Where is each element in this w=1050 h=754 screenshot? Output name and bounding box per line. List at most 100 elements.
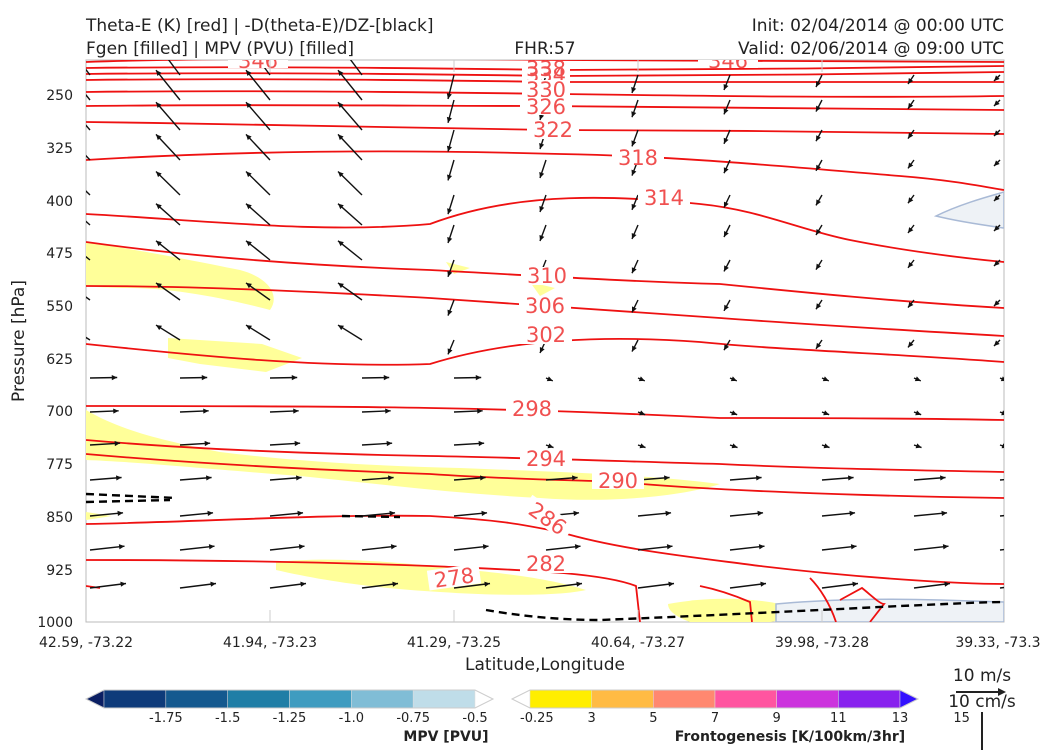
- wind-vector: [999, 586, 1004, 589]
- fgen-colorbar-cell: [838, 689, 901, 709]
- wind-vector: [349, 60, 363, 76]
- wind-vector-head: [1030, 582, 1036, 587]
- wind-vector: [361, 512, 396, 517]
- contour-label-314: 314: [644, 186, 684, 210]
- wind-vector-head: [447, 237, 453, 243]
- wind-ref-vertical-label: 10 cm/s: [948, 692, 1016, 712]
- wind-vector-head: [666, 544, 673, 550]
- wind-vector-head: [446, 116, 452, 123]
- wind-vector-head: [246, 203, 252, 210]
- wind-vector: [245, 171, 271, 196]
- wind-vector-head: [908, 162, 914, 169]
- contour-label-346a: 346: [238, 49, 278, 73]
- fgen-colorbar-outline: [510, 689, 920, 709]
- wind-vector-head: [477, 408, 483, 414]
- wind-vector-head: [208, 544, 215, 550]
- wind-vector: [821, 545, 857, 551]
- wind-vector: [337, 101, 363, 131]
- wind-vector: [999, 548, 1004, 551]
- wind-vector-head: [475, 374, 482, 381]
- wind-vector-head: [574, 544, 581, 550]
- grid-ticks: [269, 60, 823, 622]
- contour-label-298: 298: [512, 397, 552, 421]
- wind-vector-head: [338, 325, 344, 331]
- wind-vector: [913, 582, 951, 589]
- theta-e-lapse-lines: [86, 492, 1004, 622]
- wind-vector-head: [338, 203, 344, 210]
- wind-vector: [245, 101, 271, 131]
- wind-vector-head: [1027, 511, 1033, 516]
- wind-vector: [257, 60, 271, 76]
- wind-vector-head: [291, 374, 298, 381]
- wind-vector-head: [723, 201, 729, 208]
- contour-label-282: 282: [526, 552, 566, 576]
- wind-vector: [361, 545, 397, 551]
- fgen-colorbar-cell: [511, 689, 531, 709]
- fgen-colorbar-title: Frontogenesis [K/100km/3hr]: [675, 729, 905, 745]
- wind-vector-head: [390, 544, 397, 550]
- wind-vector-head: [631, 169, 637, 176]
- fgen-colorbar-tick: 15: [953, 711, 970, 726]
- contour-label-322: 322: [533, 118, 573, 142]
- wind-vector-head: [66, 70, 71, 76]
- wind-vector-head: [201, 374, 208, 381]
- wind-vector-head: [757, 510, 764, 516]
- wind-vector-head: [942, 544, 949, 550]
- wind-vector-head: [816, 135, 821, 142]
- y-axis-label: Pressure [hPa]: [9, 280, 29, 402]
- wind-vector-head: [631, 111, 637, 118]
- wind-vector-head: [914, 376, 921, 382]
- wind-vector-head: [546, 376, 553, 382]
- contour-label-290: 290: [598, 469, 638, 493]
- wind-vector-head: [944, 581, 950, 587]
- mpv-colorbar-outline: [84, 689, 495, 709]
- wind-vector-head: [723, 167, 729, 174]
- wind-vector-head: [816, 303, 822, 310]
- wind-vector-head: [908, 341, 914, 348]
- wind-vector-head: [388, 475, 394, 481]
- x-tick-2: 41.94, -73.23: [223, 635, 317, 651]
- x-axis: 42.59, -73.22 41.94, -73.23 41.29, -73.2…: [39, 635, 1041, 675]
- fgen-colorbar-tick: 3: [588, 711, 596, 726]
- wind-vector-head: [915, 443, 922, 449]
- wind-vector-head: [447, 348, 453, 355]
- wind-vector-head: [664, 475, 670, 481]
- x-tick-6: 39.33, -73.3: [955, 635, 1040, 651]
- wind-vector-head: [246, 134, 252, 141]
- wind-vector-head: [539, 206, 545, 212]
- wind-vector-head: [908, 227, 914, 233]
- mpv-colorbar-cell: [351, 689, 414, 709]
- wind-vector: [337, 133, 363, 161]
- wind-vector-head: [246, 70, 252, 76]
- wind-vector-head: [1000, 376, 1004, 382]
- wind-vector-head: [246, 325, 252, 331]
- wind-vector-head: [539, 235, 545, 241]
- contour-label-306: 306: [525, 294, 565, 318]
- wind-vector-head: [204, 440, 211, 447]
- valid-time: Valid: 02/06/2014 @ 09:00 UTC: [738, 39, 1004, 59]
- wind-vector-head: [639, 443, 646, 449]
- wind-vector-head: [113, 408, 119, 414]
- wind-vector-head: [908, 78, 914, 84]
- y-tick-400: 400: [46, 194, 73, 210]
- title-line-1: Theta-E (K) [red] | -D(theta-E)/DZ-[blac…: [85, 16, 434, 36]
- wind-vector-head: [294, 440, 301, 447]
- contour-label-346b: 346: [708, 49, 748, 73]
- wind-vector-head: [665, 510, 672, 516]
- x-axis-label: Latitude,Longitude: [465, 655, 625, 675]
- wind-vector-head: [66, 43, 71, 49]
- contour-label-326: 326: [526, 95, 566, 119]
- mpv-colorbar-cell: [227, 689, 290, 709]
- wind-vector-head: [848, 475, 854, 481]
- x-tick-3: 41.29, -73.25: [407, 635, 501, 651]
- wind-vector-head: [298, 544, 305, 550]
- wind-vectors: [66, 43, 1036, 589]
- wind-vector-head: [156, 102, 162, 109]
- wind-vector-head: [118, 544, 125, 550]
- wind-vector-head: [994, 340, 1000, 346]
- wind-vector-head: [816, 263, 822, 270]
- wind-vector: [453, 512, 488, 517]
- wind-vector-head: [300, 581, 306, 587]
- wind-vector-head: [823, 410, 830, 416]
- wind-vector: [269, 512, 304, 517]
